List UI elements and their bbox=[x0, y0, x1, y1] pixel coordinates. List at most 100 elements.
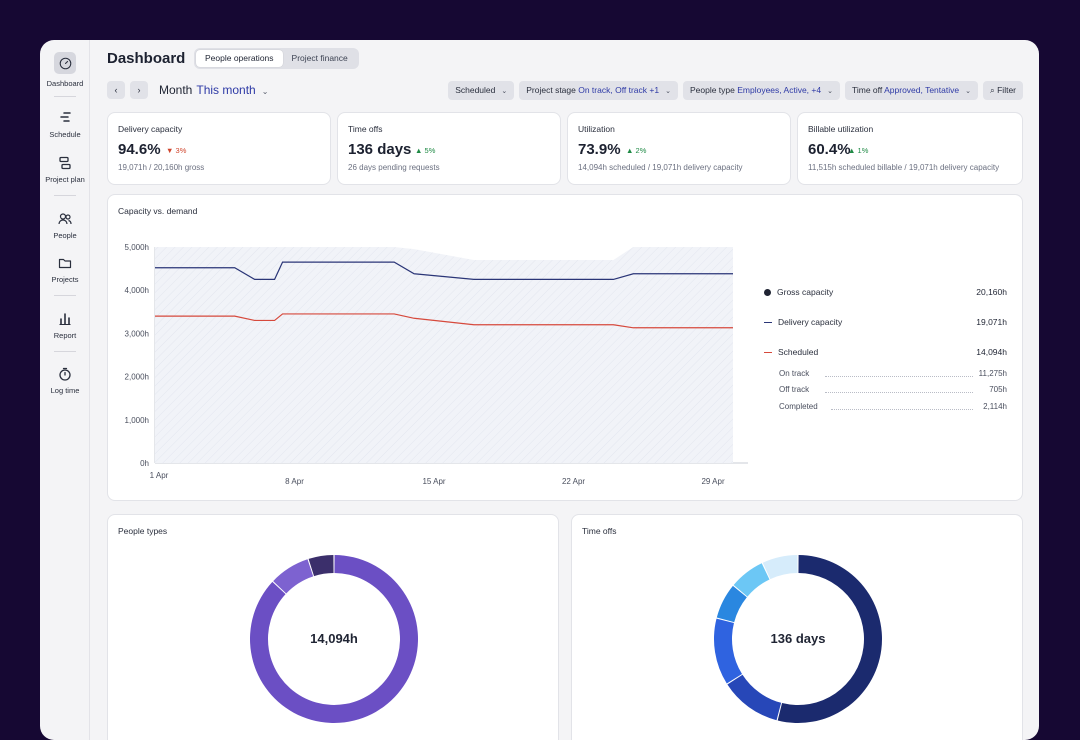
breakdown-row-off-track: Off track 705h bbox=[779, 385, 1007, 394]
kpi-value: 94.6% bbox=[118, 141, 161, 158]
main-content: Dashboard People operations Project fina… bbox=[107, 40, 1023, 740]
chevron-right-icon: › bbox=[137, 85, 141, 95]
arrow-down-icon: ▼ bbox=[166, 146, 174, 155]
chip-value: Employees, Active, +4 bbox=[737, 85, 822, 95]
legend-delivery-capacity[interactable]: Delivery capacity 19,071h bbox=[764, 317, 1007, 327]
x-tick-label: 29 Apr bbox=[701, 477, 724, 486]
gauge-icon bbox=[54, 52, 76, 74]
donut-slice[interactable] bbox=[777, 555, 882, 723]
chevron-down-icon: ⌄ bbox=[501, 88, 508, 95]
kpi-value: 73.9% bbox=[578, 141, 621, 158]
sidebar-divider bbox=[54, 295, 76, 296]
donut-slice[interactable] bbox=[762, 555, 798, 580]
period-label: Month bbox=[159, 83, 193, 97]
kpi-value: 136 days bbox=[348, 141, 412, 158]
kpi-label: Billable utilization bbox=[808, 124, 874, 134]
sidebar-item-report[interactable]: Report bbox=[40, 311, 90, 340]
legend-scheduled[interactable]: Scheduled 14,094h bbox=[764, 347, 1007, 357]
x-tick-label: 15 Apr bbox=[422, 477, 445, 486]
dotted-leader bbox=[825, 392, 973, 393]
people-types-donut bbox=[249, 555, 418, 723]
kpi-delta: ▲ 2% bbox=[626, 146, 646, 155]
kpi-card-delivery-capacity[interactable]: Delivery capacity 94.6% ▼ 3% 19,071h / 2… bbox=[107, 112, 331, 185]
time-offs-card: Time offs 136 days bbox=[571, 514, 1023, 740]
kpi-subtext: 11,515h scheduled billable / 19,071h del… bbox=[808, 163, 1000, 172]
kpi-label: Time offs bbox=[348, 124, 383, 134]
arrow-up-icon: ▲ bbox=[626, 146, 634, 155]
legend-label: Gross capacity bbox=[777, 287, 834, 297]
filter-chips: Scheduled ⌄ Project stage On track, Off t… bbox=[448, 81, 1023, 100]
kpi-subtext: 14,094h scheduled / 19,071h delivery cap… bbox=[578, 163, 743, 172]
period-selector[interactable]: Month This month ⌄ bbox=[159, 83, 268, 97]
donut-slice[interactable] bbox=[733, 563, 770, 597]
dotted-leader bbox=[825, 376, 973, 377]
donut-slice[interactable] bbox=[308, 555, 334, 577]
bar-chart-icon bbox=[59, 313, 71, 325]
view-switcher: People operations Project finance bbox=[194, 48, 359, 69]
chip-value: Approved, Tentative bbox=[884, 85, 960, 95]
sidebar-item-label: Project plan bbox=[45, 175, 85, 184]
kpi-label: Delivery capacity bbox=[118, 124, 183, 134]
sidebar-item-label: Log time bbox=[50, 386, 80, 395]
legend-label: Delivery capacity bbox=[778, 317, 843, 327]
arrow-up-icon: ▲ bbox=[415, 146, 423, 155]
y-tick-label: 0h bbox=[140, 459, 149, 468]
chevron-left-icon: ‹ bbox=[114, 85, 118, 95]
next-period-button[interactable]: › bbox=[130, 81, 148, 99]
chip-label: Time off bbox=[851, 85, 885, 95]
filter-chip-scheduled[interactable]: Scheduled ⌄ bbox=[448, 81, 515, 100]
filter-chip-time-off[interactable]: Time off Approved, Tentative ⌄ bbox=[844, 81, 978, 100]
filter-button[interactable]: ⌕ Filter bbox=[982, 81, 1023, 100]
sidebar-divider bbox=[54, 351, 76, 352]
x-tick-label: 8 Apr bbox=[285, 477, 304, 486]
stopwatch-icon bbox=[59, 367, 71, 381]
capacity-line-chart: 0h 1,000h 2,000h 3,000h 4,000h 5,000h 1 Apr 8 … bbox=[125, 243, 748, 486]
kpi-delta: ▲ 5% bbox=[415, 146, 435, 155]
tab-project-finance[interactable]: Project finance bbox=[291, 53, 348, 63]
legend-line-icon bbox=[764, 322, 772, 324]
legend-dot-icon bbox=[764, 289, 771, 297]
chip-label: People type bbox=[689, 85, 738, 95]
kpi-card-utilization[interactable]: Utilization 73.9% ▲ 2% 14,094h scheduled… bbox=[567, 112, 791, 185]
filter-chip-people-type[interactable]: People type Employees, Active, +4 ⌄ bbox=[682, 81, 840, 100]
chip-value: On track, Off track +1 bbox=[578, 85, 660, 95]
donut-slice[interactable] bbox=[716, 585, 747, 623]
donut-slice[interactable] bbox=[273, 559, 314, 594]
gross-capacity-area bbox=[155, 247, 733, 463]
sidebar-item-label: Dashboard bbox=[46, 79, 84, 88]
chip-label: Scheduled bbox=[455, 85, 496, 95]
folder-icon bbox=[58, 258, 72, 269]
tab-people-operations[interactable]: People operations bbox=[196, 50, 283, 67]
sidebar-divider bbox=[54, 96, 76, 97]
legend-gross-capacity[interactable]: Gross capacity 20,160h bbox=[764, 287, 1007, 297]
sidebar-item-dashboard[interactable]: Dashboard bbox=[40, 52, 90, 88]
filter-chip-project-stage[interactable]: Project stage On track, Off track +1 ⌄ bbox=[519, 81, 678, 100]
x-tick-label: 22 Apr bbox=[562, 477, 585, 486]
chevron-down-icon: ⌄ bbox=[827, 88, 833, 95]
donut-slice[interactable] bbox=[714, 618, 743, 684]
card-title: Time offs bbox=[582, 526, 617, 536]
legend-line-icon bbox=[764, 352, 772, 354]
sidebar-item-projects[interactable]: Projects bbox=[40, 255, 90, 284]
filter-icon: ⌕ bbox=[989, 85, 995, 95]
kpi-card-billable-utilization[interactable]: Billable utilization 60.4% ▲ 1% 11,515h … bbox=[797, 112, 1023, 185]
sidebar-item-people[interactable]: People bbox=[40, 211, 90, 240]
prev-period-button[interactable]: ‹ bbox=[107, 81, 125, 99]
donut-center-value: 136 days bbox=[770, 631, 826, 646]
kpi-card-time-offs[interactable]: Time offs 136 days ▲ 5% 26 days pending … bbox=[337, 112, 561, 185]
donut-slice[interactable] bbox=[727, 674, 782, 721]
page-title: Dashboard bbox=[107, 50, 186, 67]
sidebar-item-project-plan[interactable]: Project plan bbox=[40, 155, 90, 184]
people-icon bbox=[58, 213, 72, 225]
kpi-subtext: 26 days pending requests bbox=[348, 163, 440, 172]
legend-value: 14,094h bbox=[976, 347, 1007, 357]
sidebar-divider bbox=[54, 195, 76, 196]
sidebar-item-schedule[interactable]: Schedule bbox=[40, 110, 90, 139]
sidebar-item-log-time[interactable]: Log time bbox=[40, 366, 90, 395]
y-tick-label: 2,000h bbox=[125, 373, 149, 382]
breakdown-value: 2,114h bbox=[983, 402, 1007, 411]
chip-label: Project stage bbox=[526, 85, 579, 95]
period-value: This month bbox=[196, 83, 256, 97]
kpi-delta-value: 1% bbox=[857, 146, 869, 155]
breakdown-label: Off track bbox=[779, 385, 810, 394]
